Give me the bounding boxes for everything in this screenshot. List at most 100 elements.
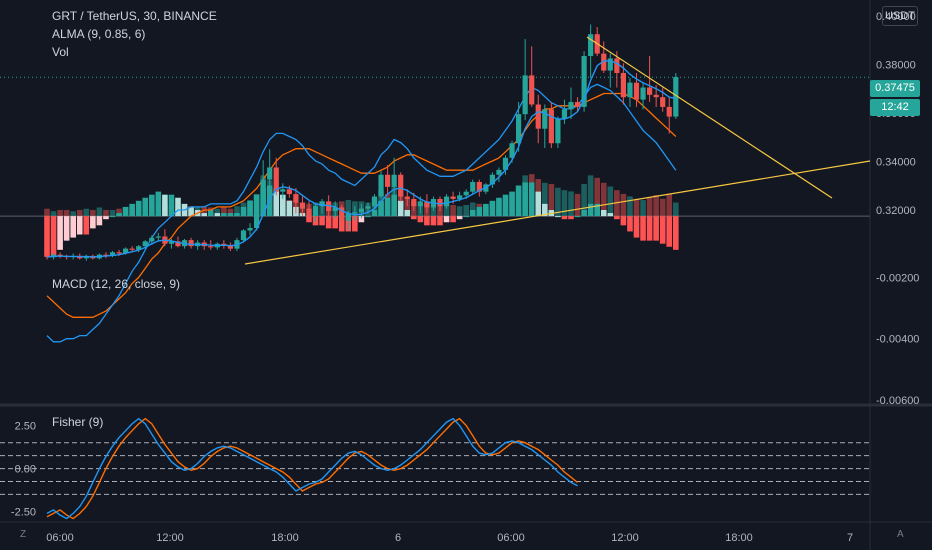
macd-histogram-bar (659, 216, 666, 244)
macd-histogram-bar (116, 213, 122, 217)
volume-bar (633, 198, 640, 217)
macd-histogram-bar (627, 216, 633, 232)
candle-body (457, 195, 463, 199)
candle-body (489, 174, 495, 185)
candle-body (168, 241, 175, 244)
macd-histogram-bar (378, 200, 384, 217)
macd-histogram-bar (286, 200, 293, 217)
time-axis-tick: 12:00 (611, 532, 639, 544)
macd-histogram-bar (640, 216, 646, 241)
volume-bar (103, 209, 109, 217)
macd-histogram-bar (358, 216, 365, 223)
volume-bar (83, 208, 90, 217)
last-price-tag: 0.37475 (870, 80, 920, 97)
macd-histogram-bar (437, 216, 443, 226)
volume-bar (70, 211, 76, 217)
candle-body (57, 254, 63, 256)
macd-histogram-bar (63, 216, 70, 241)
macd-histogram-bar (83, 216, 90, 235)
macd-histogram-bar (568, 216, 574, 220)
volume-bar (542, 182, 548, 217)
macd-histogram-bar (214, 213, 221, 217)
candle-body (378, 174, 384, 197)
candle-body (267, 167, 273, 180)
auto-scale-button[interactable]: A (897, 529, 904, 540)
macd-histogram-bar (535, 191, 542, 217)
volume-bar (587, 175, 594, 217)
candle-body (601, 53, 607, 71)
candle-body (614, 58, 620, 73)
macd-histogram-bar (653, 216, 659, 241)
candle-body (627, 82, 633, 98)
fisher-label: Fisher (9) (52, 415, 104, 429)
candle-body (371, 196, 378, 207)
fisher-line (46, 417, 578, 520)
candle-body (339, 207, 345, 221)
candle-body (352, 212, 358, 214)
candle-body (385, 174, 391, 187)
volume-bar (214, 208, 221, 217)
resistance-trendline (586, 36, 833, 199)
candle-body (555, 119, 561, 144)
candle-body (50, 254, 57, 258)
macd-histogram-bar (266, 185, 273, 217)
macd-histogram-bar (129, 203, 135, 217)
candle-body (463, 191, 469, 196)
volume-bar (627, 196, 633, 217)
volume-bar (63, 209, 70, 217)
volume-bar (548, 184, 555, 217)
macd-histogram-bar (325, 216, 332, 229)
macd-histogram-bar (207, 210, 214, 217)
candle-body (358, 208, 364, 213)
zoom-toggle-button[interactable]: Z (20, 529, 27, 540)
candle-body (247, 228, 253, 231)
candle-body (221, 243, 227, 245)
candle-body (260, 179, 266, 207)
macd-histogram-bar (247, 200, 253, 217)
macd-histogram-bar (142, 197, 149, 217)
macd-axis-tick: -0.00600 (876, 395, 919, 407)
macd-histogram-bar (646, 216, 653, 241)
macd-histogram-bar (528, 182, 535, 217)
fisher-axis-tick: -2.50 (11, 507, 36, 519)
candle-body (620, 72, 626, 98)
macd-histogram-bar (44, 216, 50, 256)
candle-body (640, 87, 646, 100)
candle-body (588, 34, 594, 57)
price-axis-tick: 0.40000 (876, 11, 916, 23)
candle-body (647, 87, 653, 95)
macd-histogram-bar (70, 216, 76, 238)
macd-histogram-bar (90, 216, 96, 229)
macd-histogram-bar (280, 194, 286, 217)
volume-bar (659, 198, 666, 217)
volume-bar (109, 209, 116, 217)
volume-bar (44, 208, 50, 217)
macd-histogram-bar (469, 210, 476, 217)
macd-histogram-bar (234, 213, 240, 217)
candle-body (437, 198, 443, 207)
candle-body (561, 109, 568, 120)
macd-histogram-bar (620, 216, 627, 226)
candle-body (496, 169, 502, 175)
macd-histogram-bar (319, 216, 325, 226)
volume-bar (607, 186, 614, 217)
macd-histogram-bar (371, 210, 378, 217)
currency-button[interactable]: USDT (882, 6, 918, 26)
macd-histogram-bar (443, 216, 450, 223)
volume-bar (620, 193, 627, 217)
volume-bar (221, 207, 227, 217)
macd-histogram-bar (417, 216, 424, 223)
time-axis-tick: 6 (395, 532, 401, 544)
volume-bar (76, 209, 83, 217)
candle-body (443, 196, 450, 207)
macd-histogram-bar (57, 216, 63, 250)
macd-histogram-bar (430, 216, 437, 226)
volume-label: Vol (52, 45, 69, 59)
macd-histogram-bar (600, 210, 607, 217)
volume-bar (574, 193, 581, 217)
time-axis-tick: 06:00 (46, 532, 74, 544)
macd-histogram-bar (155, 191, 162, 217)
macd-histogram-bar (515, 185, 522, 217)
